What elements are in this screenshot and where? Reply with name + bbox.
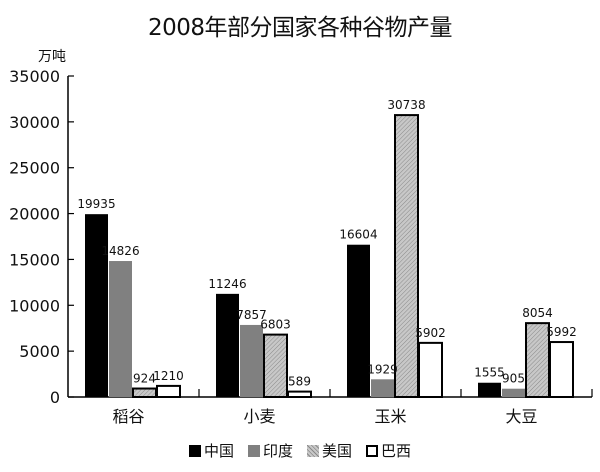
- legend-swatch-usa: [307, 444, 319, 457]
- value-label: 30738: [387, 98, 425, 112]
- axes: 0 5000 10000 15000 20000 25000 30000 35000 稻谷 小麦 玉…: [9, 67, 593, 426]
- bar: [371, 379, 394, 397]
- value-label: 5902: [415, 326, 446, 340]
- category-label: 稻谷: [112, 407, 144, 426]
- value-label: 16604: [339, 228, 377, 242]
- bars: [85, 114, 574, 399]
- bar: [478, 382, 501, 397]
- bar: [216, 293, 239, 397]
- legend-item-china: 中国: [188, 440, 234, 461]
- value-label: 7857: [236, 308, 267, 322]
- value-label: 905: [502, 372, 525, 386]
- bar: [394, 114, 419, 399]
- value-label: 589: [288, 375, 311, 389]
- y-axis-unit-label: 万吨: [38, 49, 66, 65]
- y-tick-label: 0: [50, 388, 60, 407]
- legend-swatch-india: [247, 444, 260, 457]
- y-tick-label: 20000: [9, 205, 60, 224]
- bar: [263, 333, 288, 399]
- legend-label: 美国: [322, 442, 353, 460]
- value-label: 1929: [367, 362, 398, 376]
- value-label: 924: [133, 372, 156, 386]
- legend-label: 中国: [203, 442, 234, 460]
- bar: [549, 341, 574, 398]
- bar: [156, 384, 181, 398]
- bar: [418, 341, 443, 399]
- value-label: 5992: [546, 325, 577, 339]
- bar: [85, 214, 108, 397]
- value-label: 1210: [153, 369, 184, 383]
- chart-title: 2008年部分国家各种谷物产量: [147, 15, 453, 41]
- bar: [287, 390, 312, 398]
- bar: [502, 388, 525, 397]
- y-tick-label: 35000: [9, 67, 60, 86]
- y-tick-label: 30000: [9, 113, 60, 132]
- legend-label: 印度: [262, 442, 293, 460]
- value-label: 1555: [474, 366, 505, 380]
- legend-label: 巴西: [381, 442, 412, 460]
- legend-item-usa: 美国: [307, 440, 352, 461]
- legend: 中国 印度 美国 巴西: [0, 440, 600, 461]
- bar: [109, 261, 132, 397]
- category-label: 大豆: [505, 407, 537, 426]
- value-label: 11246: [208, 277, 246, 291]
- bar: [240, 324, 263, 397]
- value-label: 6803: [260, 318, 291, 332]
- value-label: 8054: [522, 306, 553, 320]
- value-label: 14826: [101, 244, 139, 258]
- legend-item-india: 印度: [247, 440, 293, 461]
- value-label: 19935: [77, 197, 115, 211]
- legend-swatch-brazil: [366, 444, 379, 457]
- bar: [132, 387, 157, 399]
- y-tick-label: 25000: [9, 159, 60, 178]
- y-tick-label: 10000: [9, 296, 60, 315]
- bar: [347, 244, 370, 397]
- y-tick-label: 15000: [9, 250, 60, 269]
- legend-swatch-china: [188, 444, 201, 457]
- category-label: 玉米: [374, 407, 406, 426]
- legend-item-brazil: 巴西: [366, 440, 411, 461]
- category-label: 小麦: [243, 407, 275, 426]
- y-tick-label: 5000: [19, 342, 60, 361]
